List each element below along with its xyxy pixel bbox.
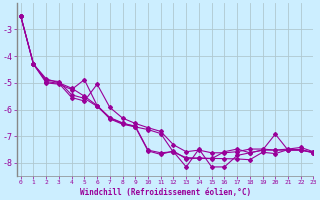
- X-axis label: Windchill (Refroidissement éolien,°C): Windchill (Refroidissement éolien,°C): [80, 188, 251, 197]
